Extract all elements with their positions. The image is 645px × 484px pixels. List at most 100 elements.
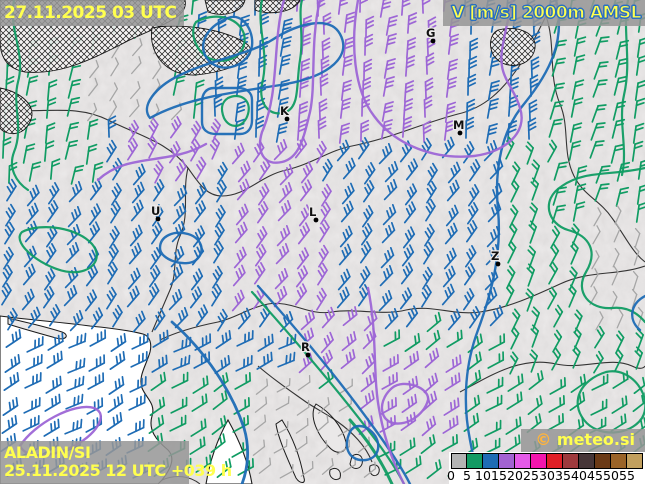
wind-barb (320, 331, 334, 354)
wind-barb (378, 142, 393, 165)
wind-barb (216, 179, 227, 203)
wind-barb (505, 416, 522, 435)
wind-barb (46, 79, 58, 101)
wind-barb (25, 75, 39, 96)
hatched-terrain (490, 28, 536, 66)
wind-barb (594, 183, 610, 202)
model-info-box: ALADIN/SI 25.11.2025 12 UTC +039 h (0, 441, 232, 484)
wind-barb (341, 182, 355, 205)
wind-barb (528, 99, 538, 122)
wind-barb (254, 261, 266, 285)
wind-barb (405, 455, 422, 474)
wind-barb (297, 119, 308, 141)
wind-barb (427, 16, 437, 39)
wind-barb (504, 434, 521, 453)
wind-barb (403, 350, 420, 370)
wind-barb (525, 288, 534, 312)
legend-swatch (563, 453, 579, 469)
wind-barb (191, 393, 208, 412)
wind-barb (403, 201, 417, 224)
wind-barb (132, 163, 146, 186)
wind-barb (573, 183, 587, 204)
wind-barb (382, 203, 397, 226)
wind-barb (510, 179, 520, 203)
wind-barb (67, 205, 82, 228)
wind-barb (488, 333, 506, 351)
wind-barb (44, 393, 61, 412)
wind-barb (634, 346, 643, 370)
wind-barb (385, 15, 398, 36)
wind-barb (553, 304, 564, 328)
wind-barb (109, 82, 119, 102)
isotach-contour-green (18, 226, 98, 274)
wind-barb (422, 120, 432, 143)
wind-barb (152, 329, 169, 348)
wind-barb (574, 165, 588, 186)
wind-barb (321, 306, 335, 329)
wind-barb (256, 351, 273, 370)
wind-barb (379, 0, 392, 18)
island (7, 317, 67, 340)
wind-barb (614, 348, 624, 372)
wind-barb (525, 141, 534, 165)
wind-barb (529, 349, 538, 373)
legend-swatch (547, 453, 563, 469)
wind-barb (171, 371, 189, 389)
wind-barb (298, 204, 312, 227)
city-label: G (426, 26, 435, 40)
wind-barb (65, 241, 80, 264)
wind-barb (447, 161, 461, 184)
wind-barb (88, 203, 102, 226)
city-label: K (280, 104, 290, 118)
wind-barb (511, 161, 521, 185)
wind-barb (425, 198, 436, 222)
wind-barb (148, 414, 165, 434)
wind-barb (233, 246, 247, 269)
wind-barb (380, 397, 397, 415)
wind-barb (232, 264, 246, 287)
wind-barb (131, 56, 142, 75)
wind-barb (213, 240, 224, 264)
wind-barb (68, 180, 83, 203)
country-border (159, 265, 645, 341)
wind-barb (364, 161, 376, 185)
wind-barb (363, 461, 377, 478)
city-label: M (453, 118, 464, 132)
wind-barb (1, 282, 12, 306)
wind-barb (147, 135, 158, 159)
wind-barb (317, 116, 327, 139)
wind-barb (425, 329, 441, 351)
wind-barb (404, 80, 415, 102)
wind-barb (294, 435, 308, 452)
wind-barb (548, 395, 565, 413)
wind-barb (421, 0, 431, 14)
wind-barb (595, 311, 604, 331)
wind-barb (110, 333, 127, 352)
wind-barb (300, 309, 315, 331)
wind-barb (549, 377, 566, 395)
wind-barb (151, 354, 168, 373)
wind-barb (209, 136, 220, 160)
model-run-label: 25.11.2025 12 UTC +039 h (4, 461, 232, 480)
isotach-contour-blue (631, 294, 645, 332)
wind-barb (129, 375, 147, 393)
wind-barb (4, 354, 21, 373)
wind-barb (465, 369, 482, 389)
wind-barb (2, 264, 13, 288)
credit-link[interactable]: © meteo.si (521, 429, 645, 452)
isotach-contour-purple (380, 382, 430, 425)
wind-barb (338, 243, 352, 266)
wind-barb (258, 182, 270, 206)
wind-barb (131, 332, 149, 350)
wind-barb (364, 33, 374, 56)
wind-barb (424, 223, 435, 247)
wind-barb (321, 37, 331, 60)
wind-barb (45, 97, 57, 119)
country-border (0, 15, 547, 197)
wind-barb (168, 288, 183, 311)
wind-barb (190, 268, 204, 291)
legend-swatch (499, 453, 515, 469)
wind-barb (444, 372, 461, 391)
island (275, 419, 305, 483)
wind-barb (321, 183, 332, 207)
